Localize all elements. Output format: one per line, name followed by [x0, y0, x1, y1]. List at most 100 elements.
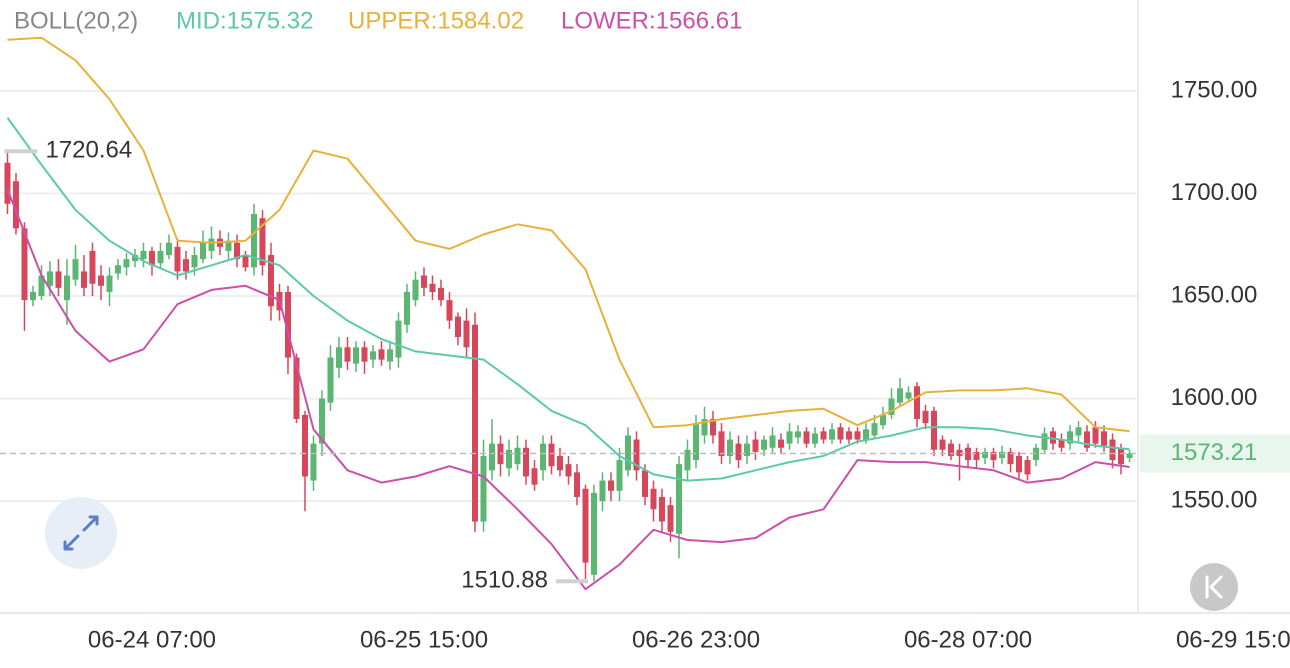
- candle-body: [599, 480, 606, 502]
- scroll-latest-bg[interactable]: [1190, 563, 1238, 611]
- candle-body: [607, 480, 614, 491]
- candle-body: [250, 214, 257, 268]
- candle-body: [803, 431, 810, 444]
- candle-body: [369, 351, 376, 360]
- candle-body: [786, 431, 793, 444]
- scroll-latest-icon[interactable]: [1205, 575, 1223, 599]
- candle-body: [199, 242, 206, 260]
- candle-body: [939, 439, 946, 450]
- candle-body: [897, 388, 904, 403]
- candle-body: [999, 451, 1006, 459]
- candle-body: [463, 320, 470, 348]
- candle-body: [38, 275, 45, 297]
- candle-body: [63, 275, 70, 301]
- candle-body: [267, 255, 274, 307]
- candle-body: [488, 443, 495, 471]
- candle-body: [174, 246, 181, 272]
- candle-body: [880, 414, 887, 426]
- last-price-label: 1573.21: [1171, 439, 1258, 466]
- candle-body: [948, 443, 955, 456]
- band-line: [7, 36, 1130, 433]
- candle-body: [701, 419, 708, 436]
- legend-entry: LOWER:1566.61: [561, 7, 742, 34]
- candle-body: [965, 447, 972, 461]
- candle-body: [12, 181, 19, 229]
- candle-body: [1033, 447, 1040, 461]
- candle-body: [744, 443, 751, 456]
- candle-body: [863, 429, 870, 440]
- candle-body: [1101, 431, 1108, 446]
- candle-body: [352, 347, 359, 364]
- x-tick-label: 06-26 23:00: [632, 626, 760, 653]
- x-tick-label: 06-24 07:00: [88, 626, 216, 653]
- candle-body: [931, 410, 938, 450]
- candle-body: [191, 255, 198, 268]
- candle-body: [973, 451, 980, 461]
- candle-body: [514, 447, 521, 465]
- candle-body: [1118, 447, 1125, 465]
- candle-body: [905, 392, 912, 399]
- candle-body: [89, 250, 96, 284]
- candle-body: [676, 464, 683, 534]
- legend-entry: UPPER:1584.02: [348, 7, 524, 34]
- candle-body: [233, 242, 240, 260]
- candle-body: [761, 439, 768, 450]
- candle-body: [1041, 433, 1048, 450]
- candle-body: [582, 488, 589, 563]
- candle-body: [718, 431, 725, 456]
- candle-body: [335, 347, 342, 368]
- candle-body: [539, 443, 546, 471]
- candle-body: [1126, 453, 1133, 459]
- candle-body: [29, 291, 36, 301]
- expand-icon[interactable]: [63, 515, 99, 551]
- candle-body: [21, 228, 28, 301]
- candle-body: [480, 455, 487, 522]
- candle-body: [140, 250, 147, 260]
- candle-body: [956, 449, 963, 456]
- candle-body: [590, 492, 597, 575]
- candle-body: [837, 427, 844, 440]
- candle-body: [318, 398, 325, 444]
- candle-body: [446, 300, 453, 321]
- candle-body: [642, 470, 648, 497]
- x-tick-label: 06-29 15:00: [1176, 626, 1290, 653]
- candle-body: [795, 431, 802, 438]
- candle-body: [659, 496, 666, 522]
- candle-body: [1058, 439, 1065, 448]
- candle-body: [522, 447, 529, 477]
- candle-body: [157, 250, 164, 264]
- y-tick-label: 1700.00: [1171, 179, 1258, 206]
- candle-body: [378, 349, 385, 360]
- scroll-latest-button[interactable]: [1190, 563, 1238, 611]
- candle-body: [131, 255, 138, 262]
- band-line: [6, 117, 1130, 482]
- candle-body: [4, 162, 11, 204]
- candle-body: [344, 347, 351, 362]
- candle-body: [727, 439, 734, 456]
- expand-button[interactable]: [45, 497, 117, 569]
- candle-body: [1016, 455, 1023, 473]
- candle-body: [301, 414, 308, 477]
- candle-body: [565, 464, 572, 477]
- candle-body: [284, 291, 291, 358]
- candle-body: [242, 255, 249, 268]
- labels: 1550.00 1600.00 1650.00 1700.00 1750.00 06-24…: [0, 76, 1290, 653]
- candle-body: [182, 259, 189, 272]
- candle-body: [548, 443, 555, 467]
- candle-body: [123, 259, 130, 268]
- candle-body: [80, 271, 87, 288]
- candle-body: [1084, 431, 1091, 448]
- candle-body: [624, 435, 631, 471]
- x-tick-label: 06-28 07:00: [904, 626, 1032, 653]
- candle-body: [914, 386, 921, 420]
- y-tick-label: 1600.00: [1171, 384, 1258, 411]
- expand-button-bg[interactable]: [45, 497, 117, 569]
- candle-body: [114, 265, 121, 274]
- candle-body: [922, 410, 929, 424]
- candle-body: [1024, 460, 1031, 475]
- candle-body: [106, 275, 113, 292]
- candle-body: [888, 398, 895, 415]
- candle-body: [429, 283, 436, 292]
- candle-body: [225, 240, 232, 251]
